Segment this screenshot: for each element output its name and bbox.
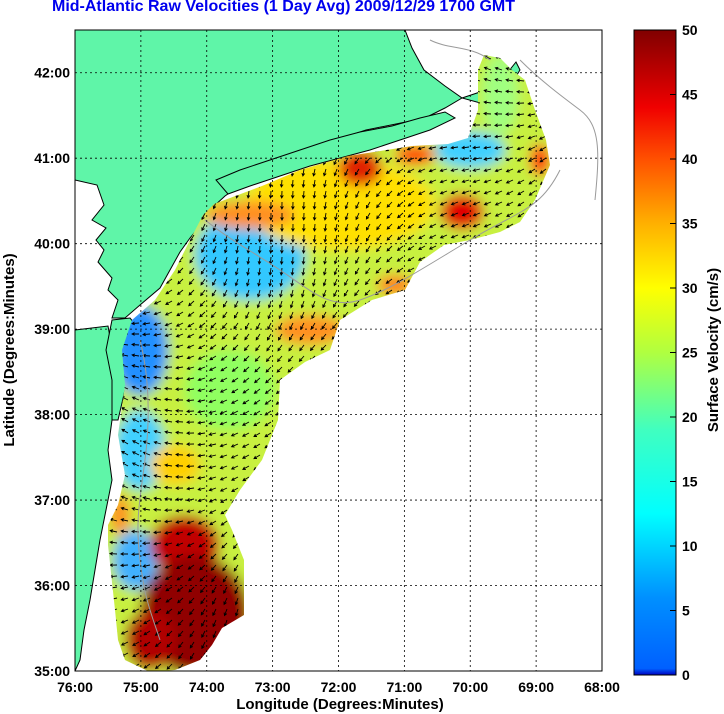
colorbar-tick-label: 50: [682, 22, 698, 38]
lat-tick-label: 42:00: [34, 65, 70, 81]
lat-tick-label: 38:00: [34, 407, 70, 423]
lat-tick-labels: 42:00 41:00 40:00 39:00 38:00 37:00 36:00 35:00: [34, 65, 70, 679]
colorbar-tick-label: 10: [682, 538, 698, 554]
colorbar-tick-label: 15: [682, 474, 698, 490]
long-island: [215, 111, 457, 195]
lon-tick-label: 68:00: [584, 679, 620, 695]
colorbar-tick-label: 5: [682, 603, 690, 619]
map-title: Mid-Atlantic Raw Velocities (1 Day Avg) …: [52, 0, 515, 15]
plot-frame: [74, 29, 603, 672]
lon-tick-label: 69:00: [518, 679, 554, 695]
lat-tick-label: 41:00: [34, 150, 70, 166]
lat-tick-label: 40:00: [34, 236, 70, 252]
colorbar-tick-label: 45: [682, 87, 698, 103]
lon-tick-label: 74:00: [189, 679, 225, 695]
lon-tick-label: 72:00: [321, 679, 357, 695]
colorbar-tick-label: 0: [682, 667, 690, 683]
grid-lines: [75, 30, 602, 671]
colorbar-tick-label: 30: [682, 280, 698, 296]
lat-tick-label: 39:00: [34, 321, 70, 337]
lon-tick-label: 71:00: [386, 679, 422, 695]
colorbar-label: Surface Velocity (cm/s): [705, 268, 722, 432]
colorbar-tick-label: 35: [682, 216, 698, 232]
lon-tick-label: 76:00: [57, 679, 93, 695]
lat-tick-label: 36:00: [34, 578, 70, 594]
lat-tick-label: 37:00: [34, 492, 70, 508]
colorbar: [633, 29, 677, 676]
colorbar-tick-label: 40: [682, 151, 698, 167]
bathymetry-contours: [137, 39, 599, 641]
y-axis-label: Latitude (Degrees:Minutes): [1, 253, 18, 446]
colorbar-tick-label: 25: [682, 345, 698, 361]
colorbar-tick-label: 20: [682, 409, 698, 425]
lon-tick-label: 70:00: [452, 679, 488, 695]
x-axis-label: Longitude (Degrees:Minutes): [236, 696, 444, 713]
lat-tick-label: 35:00: [34, 663, 70, 679]
lon-tick-label: 73:00: [255, 679, 291, 695]
lon-tick-labels: 76:00 75:00 74:00 73:00 72:00 71:00 70:00 69:00…: [57, 679, 620, 695]
lon-tick-label: 75:00: [123, 679, 159, 695]
